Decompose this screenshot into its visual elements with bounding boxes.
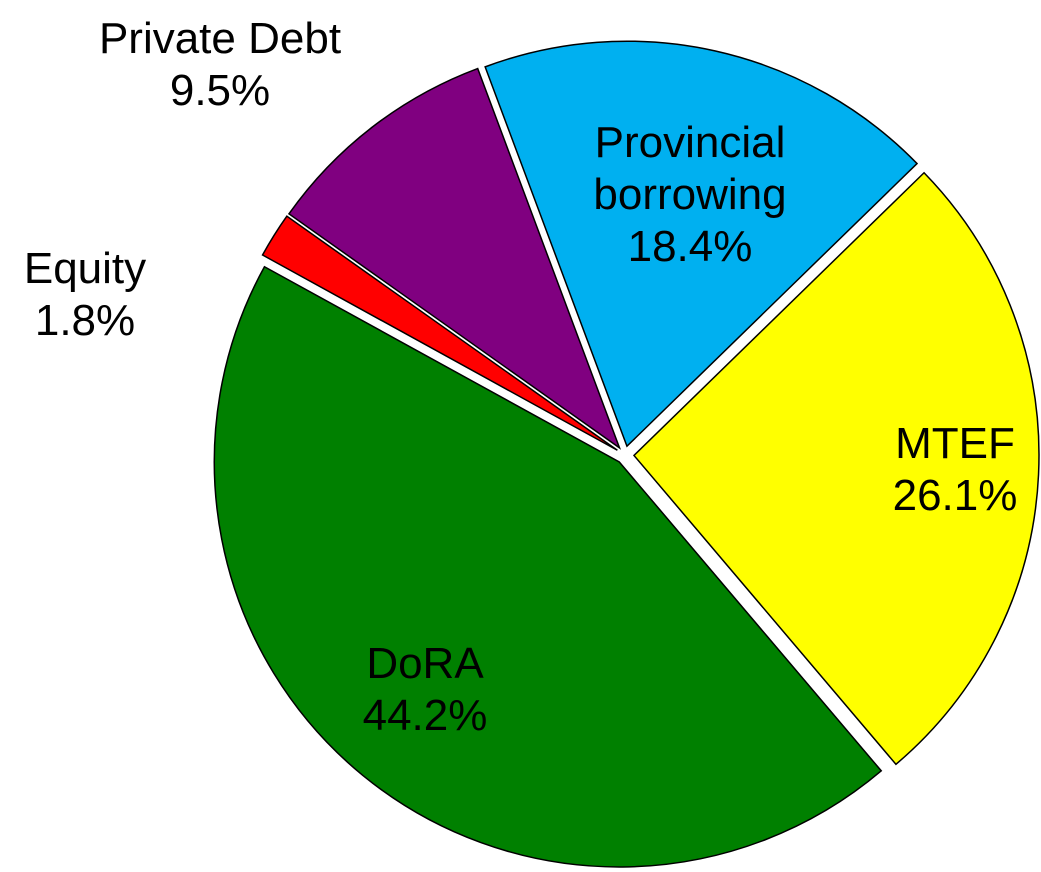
pie-slice (213, 265, 883, 868)
value-label: 44.2% (362, 691, 488, 740)
category-label: Equity (23, 244, 147, 293)
slice-label: Private Debt 9.5% (50, 13, 390, 117)
slice-label: DoRA 44.2% (325, 638, 525, 742)
slice-label: Provincial borrowing 18.4% (560, 117, 820, 273)
slice-label: Equity 1.8% (0, 243, 185, 347)
pie-slice (484, 40, 919, 448)
category-label: Provincial borrowing (593, 118, 787, 219)
pie-slice (261, 215, 618, 451)
pie-slice (632, 171, 1040, 766)
value-label: 1.8% (34, 296, 136, 345)
value-label: 18.4% (627, 222, 753, 271)
value-label: 9.5% (169, 66, 271, 115)
category-label: Private Debt (98, 14, 342, 63)
category-label: MTEF (895, 419, 1015, 468)
slice-label: MTEF 26.1% (855, 418, 1041, 522)
pie-slice (287, 67, 622, 450)
category-label: DoRA (366, 639, 484, 688)
value-label: 26.1% (892, 471, 1018, 520)
